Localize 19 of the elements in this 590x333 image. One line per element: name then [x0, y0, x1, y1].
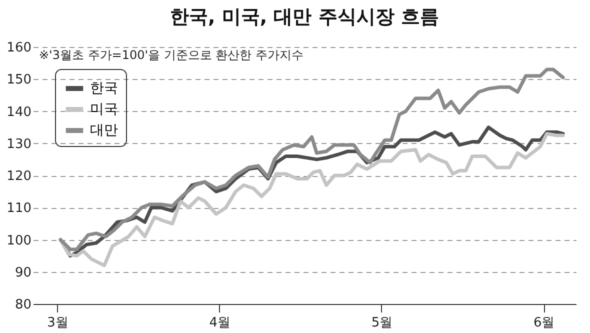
legend-label: 대만	[90, 122, 118, 138]
x-tick-label: 6월	[533, 316, 555, 330]
y-tick-label: 160	[6, 40, 32, 56]
y-tick-label: 90	[14, 265, 32, 280]
x-tick-label: 4월	[209, 316, 231, 330]
y-tick-label: 150	[6, 72, 32, 88]
chart-title: 한국, 미국, 대만 주식시장 흐름	[170, 6, 439, 28]
y-tick-label: 110	[6, 201, 32, 216]
y-tick-label: 120	[6, 169, 32, 184]
y-tick-label: 100	[6, 233, 32, 248]
y-tick-label: 130	[6, 136, 32, 152]
legend-label: 한국	[90, 80, 118, 96]
y-tick-label: 80	[14, 298, 32, 312]
line-series	[58, 68, 565, 252]
x-tick-label: 3월	[47, 316, 68, 330]
legend-label: 미국	[90, 102, 118, 118]
y-tick-label: 140	[6, 104, 32, 120]
x-tick-label: 5월	[371, 316, 393, 330]
annotation: ※'3월초 주가=100'을 기준으로 환산한 주가지수	[39, 48, 304, 62]
